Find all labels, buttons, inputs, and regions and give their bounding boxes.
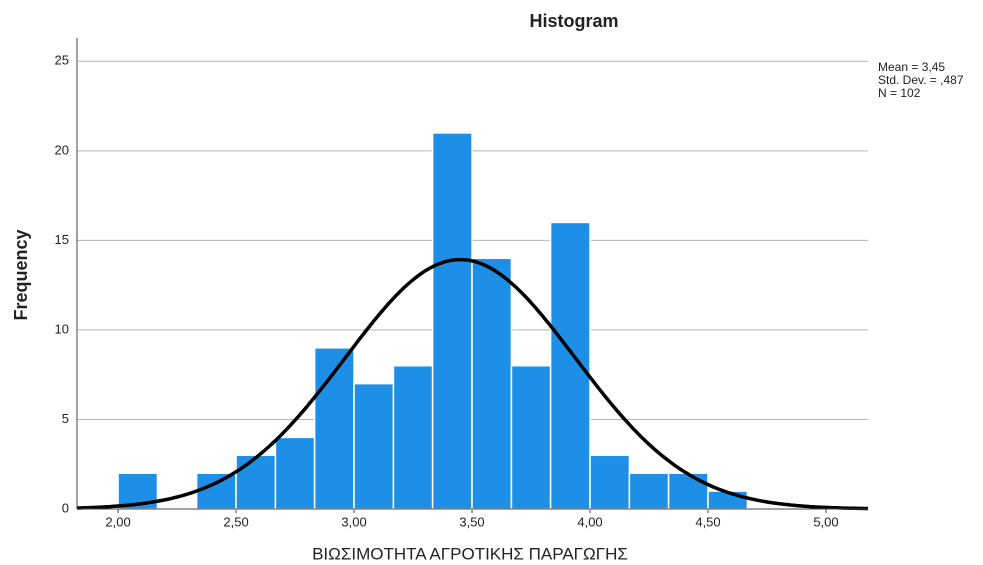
bar bbox=[628, 472, 670, 510]
x-tick-label: 2,00 bbox=[105, 514, 130, 529]
x-axis-label: ΒΙΩΣΙΜΟΤΗΤΑ ΑΓΡΟΤΙΚΗΣ ΠΑΡΑΓΩΓΗΣ bbox=[312, 544, 628, 563]
y-tick-label: 25 bbox=[55, 53, 69, 68]
bar bbox=[431, 132, 473, 510]
x-tick-label: 3,50 bbox=[459, 514, 484, 529]
stats-label: N = 102 bbox=[878, 86, 921, 100]
bar bbox=[471, 257, 513, 510]
bar bbox=[667, 472, 709, 510]
bar bbox=[392, 364, 434, 510]
x-tick-label: 2,50 bbox=[223, 514, 248, 529]
x-tick-label: 4,50 bbox=[695, 514, 720, 529]
stats-label: Mean = 3,45 bbox=[878, 60, 945, 74]
x-tick-label: 3,00 bbox=[341, 514, 366, 529]
y-tick-label: 15 bbox=[55, 232, 69, 247]
stats-label: Std. Dev. = ,487 bbox=[878, 73, 964, 87]
chart-title: Histogram bbox=[529, 11, 618, 31]
bar bbox=[195, 472, 237, 510]
bar bbox=[235, 454, 277, 510]
y-tick-label: 20 bbox=[55, 142, 69, 157]
bar bbox=[353, 382, 395, 510]
y-tick-label: 10 bbox=[55, 321, 69, 336]
bar bbox=[510, 364, 552, 510]
normal-curve bbox=[77, 257, 868, 511]
bar bbox=[589, 454, 631, 510]
y-axis-label: Frequency bbox=[11, 229, 31, 320]
bar bbox=[274, 436, 316, 510]
y-tick-label: 5 bbox=[62, 411, 69, 426]
y-tick-label: 0 bbox=[62, 500, 69, 515]
bar bbox=[549, 221, 591, 510]
x-tick-label: 4,00 bbox=[577, 514, 602, 529]
x-tick-label: 5,00 bbox=[813, 514, 838, 529]
